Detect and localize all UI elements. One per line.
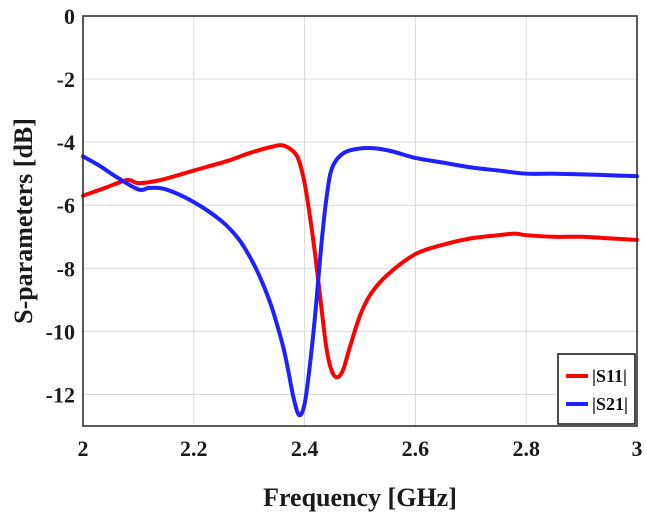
legend-label: |S21| <box>592 394 628 414</box>
legend-label: |S11| <box>592 366 627 386</box>
x-tick-label: 2.8 <box>512 436 540 461</box>
y-tick-label: -6 <box>57 193 75 218</box>
data-series <box>81 143 639 418</box>
legend-box <box>557 353 636 425</box>
legend: |S11| |S21| <box>557 353 636 425</box>
y-tick-label: -12 <box>46 382 75 407</box>
x-tick-label: 2.2 <box>180 436 208 461</box>
y-tick-label: -4 <box>57 130 75 155</box>
x-tick-label: 2 <box>78 436 89 461</box>
plot-frame <box>82 15 638 427</box>
x-tick-label: 2.6 <box>402 436 430 461</box>
x-tick-label: 2.4 <box>291 436 319 461</box>
y-tick-label: -2 <box>57 67 75 92</box>
y-tick-label: -10 <box>46 319 75 344</box>
x-tick-labels: 2 2.2 2.4 2.6 2.8 3 <box>78 436 643 461</box>
legend-entry-s11: |S11| <box>566 366 627 386</box>
y-tick-label: -8 <box>57 256 75 281</box>
y-tick-label: 0 <box>64 4 75 29</box>
legend-entry-s21: |S21| <box>566 394 628 414</box>
x-axis-label: Frequency [GHz] <box>263 483 457 512</box>
y-tick-labels: 0 -2 -4 -6 -8 -10 -12 <box>46 4 75 407</box>
y-axis-label: S-parameters [dB] <box>9 118 38 324</box>
x-tick-label: 3 <box>632 436 643 461</box>
axes-frame <box>82 15 638 427</box>
plot-background <box>83 16 637 426</box>
s21-series-line <box>81 145 639 418</box>
s11-series-line <box>81 143 639 380</box>
plot-area <box>83 16 637 426</box>
grid-lines <box>83 16 637 426</box>
